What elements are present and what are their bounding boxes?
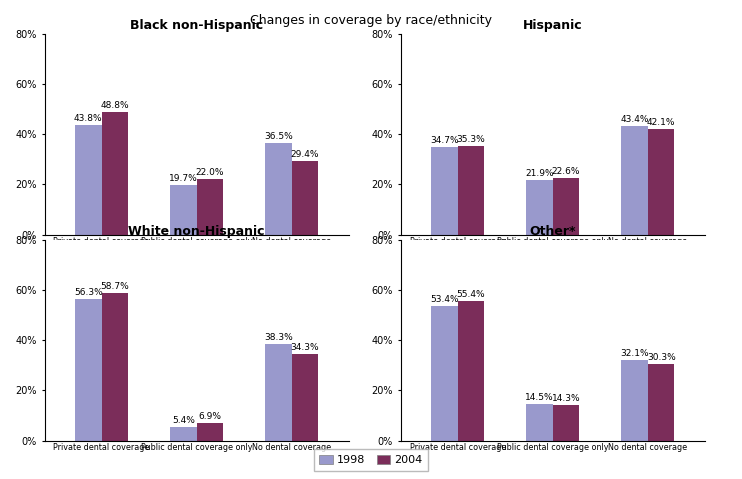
Text: 19.7%: 19.7% [169, 174, 197, 183]
Text: 53.4%: 53.4% [430, 296, 459, 304]
Bar [265, 143, 292, 235]
Bar [553, 178, 580, 235]
Text: 42.1%: 42.1% [647, 118, 675, 127]
Text: 30.3%: 30.3% [647, 354, 675, 363]
Text: 55.4%: 55.4% [457, 290, 485, 299]
Bar [621, 125, 648, 235]
Bar [458, 301, 485, 441]
Bar [621, 360, 648, 441]
Title: Other*: Other* [530, 225, 576, 239]
Text: 22.6%: 22.6% [552, 167, 580, 176]
Bar [170, 427, 197, 441]
Bar [458, 146, 485, 235]
Bar [102, 293, 128, 441]
Bar [648, 365, 674, 441]
Text: 36.5%: 36.5% [264, 132, 293, 141]
Text: 34.7%: 34.7% [430, 137, 459, 146]
Text: 14.5%: 14.5% [525, 393, 554, 402]
Text: 29.4%: 29.4% [291, 150, 319, 159]
Text: Changes in coverage by race/ethnicity: Changes in coverage by race/ethnicity [250, 14, 492, 27]
Text: 5.4%: 5.4% [172, 416, 194, 425]
Text: 21.9%: 21.9% [525, 169, 554, 178]
Bar [102, 112, 128, 235]
Text: 43.4%: 43.4% [620, 114, 649, 124]
Title: White non-Hispanic: White non-Hispanic [128, 225, 265, 239]
Text: 14.3%: 14.3% [552, 394, 580, 403]
Bar [170, 185, 197, 235]
Text: 56.3%: 56.3% [74, 288, 102, 297]
Text: 34.3%: 34.3% [291, 343, 319, 353]
Bar [75, 125, 102, 235]
Legend: 1998, 2004: 1998, 2004 [314, 449, 428, 471]
Text: 38.3%: 38.3% [264, 333, 293, 342]
Text: 6.9%: 6.9% [198, 412, 221, 422]
Bar [197, 180, 223, 235]
Bar [431, 148, 458, 235]
Bar [431, 307, 458, 441]
Text: 48.8%: 48.8% [101, 101, 129, 110]
Text: 43.8%: 43.8% [74, 114, 102, 123]
Bar [292, 161, 318, 235]
Bar [75, 299, 102, 441]
Text: 22.0%: 22.0% [196, 169, 224, 177]
Bar [648, 129, 674, 235]
Bar [292, 354, 318, 441]
Title: Hispanic: Hispanic [523, 19, 582, 33]
Bar [553, 405, 580, 441]
Bar [526, 180, 553, 235]
Bar [265, 344, 292, 441]
Title: Black non-Hispanic: Black non-Hispanic [130, 19, 263, 33]
Text: 32.1%: 32.1% [620, 349, 649, 358]
Text: 58.7%: 58.7% [100, 282, 129, 291]
Bar [526, 404, 553, 441]
Bar [197, 423, 223, 441]
Text: 35.3%: 35.3% [456, 135, 485, 144]
